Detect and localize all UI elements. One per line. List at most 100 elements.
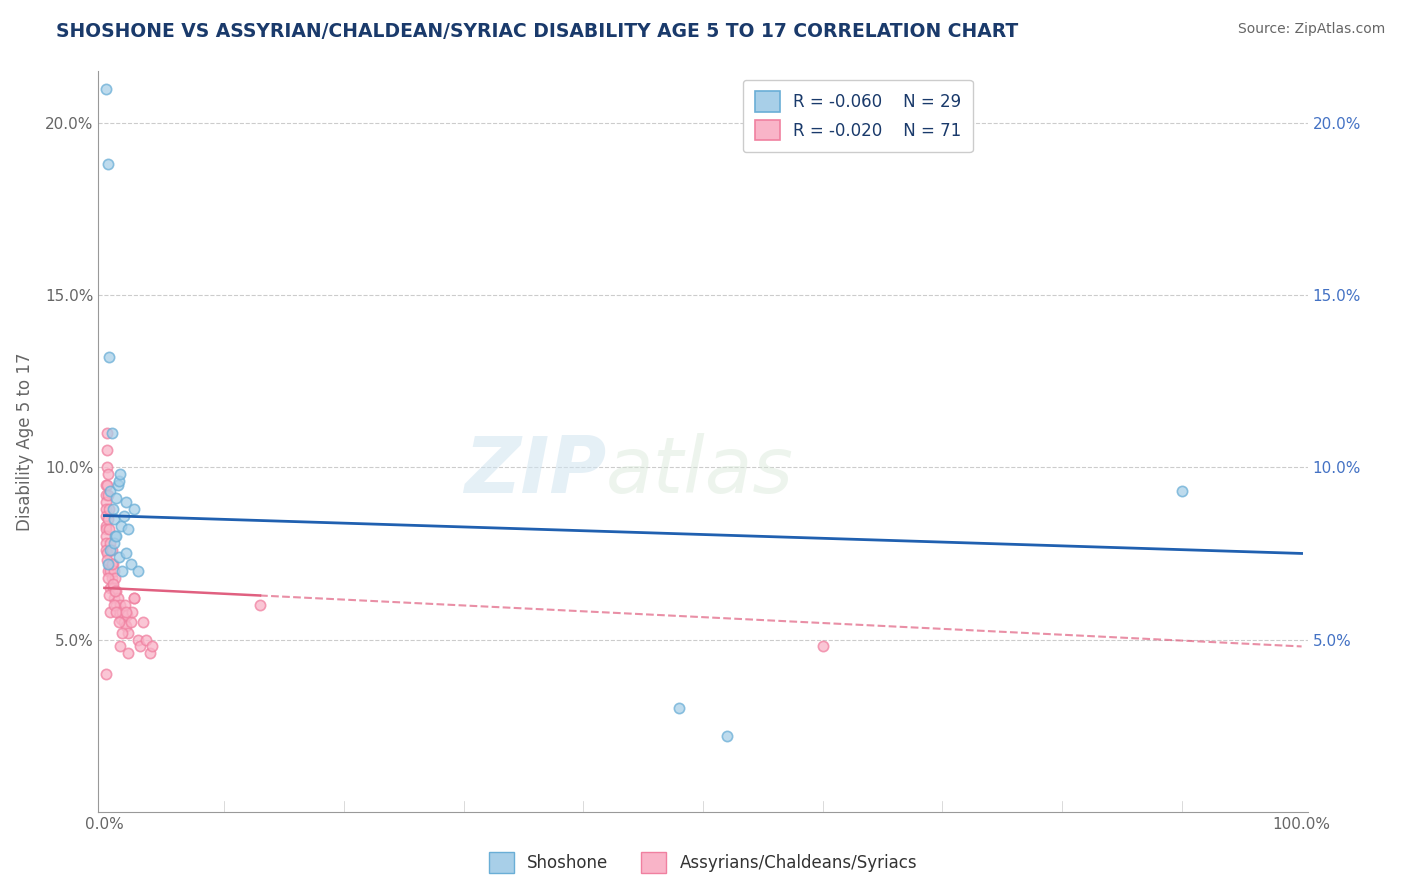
Point — [98, 501, 121, 516]
Point — [103, 598, 125, 612]
Point — [105, 491, 128, 506]
Point — [94, 667, 117, 681]
Point — [97, 467, 120, 482]
Point — [94, 536, 117, 550]
Point — [107, 605, 129, 619]
Point — [135, 632, 157, 647]
Point — [94, 81, 117, 95]
Point — [101, 501, 124, 516]
Point — [107, 615, 129, 630]
Point — [124, 591, 146, 606]
Point — [100, 536, 122, 550]
Point — [120, 615, 142, 630]
Point — [124, 501, 146, 516]
Point — [121, 605, 143, 619]
Point — [111, 564, 134, 578]
Point — [96, 553, 118, 567]
Point — [111, 625, 134, 640]
Point — [94, 477, 117, 491]
Point — [105, 584, 128, 599]
Point — [104, 570, 127, 584]
Point — [97, 557, 120, 571]
Point — [105, 529, 128, 543]
Point — [98, 557, 121, 571]
Point — [103, 564, 125, 578]
Point — [94, 501, 117, 516]
Point — [668, 701, 690, 715]
Point — [97, 157, 120, 171]
Y-axis label: Disability Age 5 to 17: Disability Age 5 to 17 — [15, 352, 34, 531]
Point — [105, 605, 128, 619]
Point — [104, 529, 127, 543]
Point — [115, 605, 138, 619]
Point — [115, 546, 138, 560]
Point — [108, 640, 131, 654]
Point — [101, 581, 124, 595]
Point — [114, 598, 136, 612]
Point — [97, 512, 120, 526]
Point — [117, 646, 139, 660]
Point — [110, 519, 132, 533]
Point — [100, 570, 122, 584]
Text: Source: ZipAtlas.com: Source: ZipAtlas.com — [1237, 22, 1385, 37]
Point — [716, 729, 738, 743]
Point — [112, 508, 135, 523]
Point — [107, 591, 129, 606]
Point — [108, 598, 131, 612]
Point — [96, 443, 118, 458]
Legend: R = -0.060    N = 29, R = -0.020    N = 71: R = -0.060 N = 29, R = -0.020 N = 71 — [742, 79, 973, 152]
Point — [117, 522, 139, 536]
Point — [97, 570, 120, 584]
Point — [100, 543, 122, 558]
Point — [101, 557, 124, 571]
Point — [94, 543, 117, 558]
Point — [811, 640, 834, 654]
Text: ZIP: ZIP — [464, 434, 606, 509]
Point — [96, 546, 118, 560]
Point — [115, 608, 138, 623]
Point — [94, 488, 117, 502]
Point — [110, 612, 132, 626]
Point — [94, 495, 117, 509]
Point — [103, 591, 125, 606]
Point — [100, 425, 122, 440]
Point — [107, 477, 129, 491]
Text: SHOSHONE VS ASSYRIAN/CHALDEAN/SYRIAC DISABILITY AGE 5 TO 17 CORRELATION CHART: SHOSHONE VS ASSYRIAN/CHALDEAN/SYRIAC DIS… — [56, 22, 1018, 41]
Point — [101, 577, 124, 591]
Point — [94, 522, 117, 536]
Point — [111, 605, 134, 619]
Point — [104, 584, 127, 599]
Point — [97, 488, 120, 502]
Point — [1171, 484, 1194, 499]
Point — [115, 619, 138, 633]
Legend: Shoshone, Assyrians/Chaldeans/Syriacs: Shoshone, Assyrians/Chaldeans/Syriacs — [482, 846, 924, 880]
Point — [132, 615, 155, 630]
Point — [94, 529, 117, 543]
Point — [107, 474, 129, 488]
Point — [105, 598, 128, 612]
Point — [98, 350, 121, 364]
Point — [96, 477, 118, 491]
Point — [100, 543, 122, 558]
Point — [98, 588, 121, 602]
Point — [107, 549, 129, 564]
Point — [96, 460, 118, 475]
Point — [139, 646, 162, 660]
Point — [94, 508, 117, 523]
Text: atlas: atlas — [606, 434, 794, 509]
Point — [108, 467, 131, 482]
Point — [112, 615, 135, 630]
Point — [115, 495, 138, 509]
Point — [100, 564, 122, 578]
Point — [117, 625, 139, 640]
Point — [103, 512, 125, 526]
Point — [127, 632, 149, 647]
Point — [100, 557, 122, 571]
Point — [97, 564, 120, 578]
Point — [94, 519, 117, 533]
Point — [249, 598, 271, 612]
Point — [124, 591, 146, 606]
Point — [120, 557, 142, 571]
Point — [100, 605, 122, 619]
Point — [103, 536, 125, 550]
